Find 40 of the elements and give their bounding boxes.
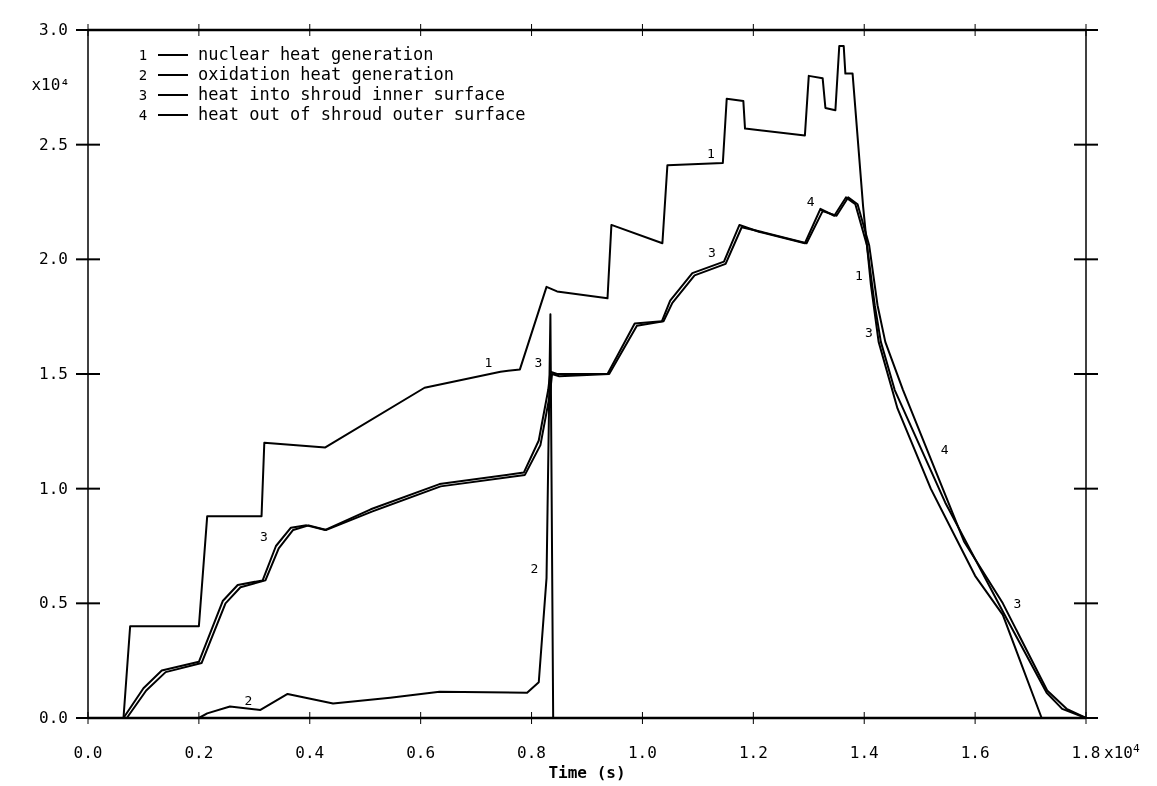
x-tick-label: 1.0 [627,743,657,762]
y-tick-label: 1.0 [39,478,68,498]
annotation: 4 [806,194,815,210]
annotation: 2 [244,692,253,708]
x-tick-label: 0.4 [295,743,325,762]
x-tick-label: 1.2 [738,743,768,762]
y-tick-label: 2.5 [39,134,68,154]
y-tick-label: 1.5 [39,364,68,383]
y-tick-label: 3.0 [39,20,68,39]
x-tick-label: 0.8 [517,743,547,762]
annotation: 1 [854,267,863,283]
text: 1 [138,47,148,63]
y-tick-label: 0.5 [39,593,68,613]
x-axis-title: Time (s) [548,763,626,782]
x-tick-label: 0.0 [73,743,103,762]
legend-label: heat into shroud inner surface [198,84,506,104]
text: 3 [138,87,148,103]
annotation: 3 [260,529,268,544]
x-tick-label: 0.2 [184,743,214,762]
annotation: 3 [1013,595,1022,611]
annotation: 3 [708,244,716,260]
annotation: 2 [530,561,539,577]
annotation: 1 [484,354,493,370]
legend-label: nuclear heat generation [198,44,434,64]
x-tick-label: 0.6 [406,743,436,762]
annotation: 4 [940,441,949,457]
text: 2 [138,67,148,83]
legend-label: oxidation heat generation [198,64,454,84]
text: 4 [138,107,148,123]
legend-label: heat out of shroud outer surface [198,104,526,124]
text: x10$^{4}$ [1104,741,1140,762]
y-tick-label: 0.0 [39,708,68,727]
x-tick-label: 1.8 [1071,743,1101,762]
x-tick-label: 1.4 [849,743,879,762]
annotation: 3 [864,324,873,340]
y-axis-title: x10⁴ [31,75,70,94]
annotation: 1 [706,146,715,162]
y-tick-label: 2.0 [39,249,68,269]
x-tick-label: 1.6 [960,743,990,762]
annotation: 3 [534,354,543,370]
